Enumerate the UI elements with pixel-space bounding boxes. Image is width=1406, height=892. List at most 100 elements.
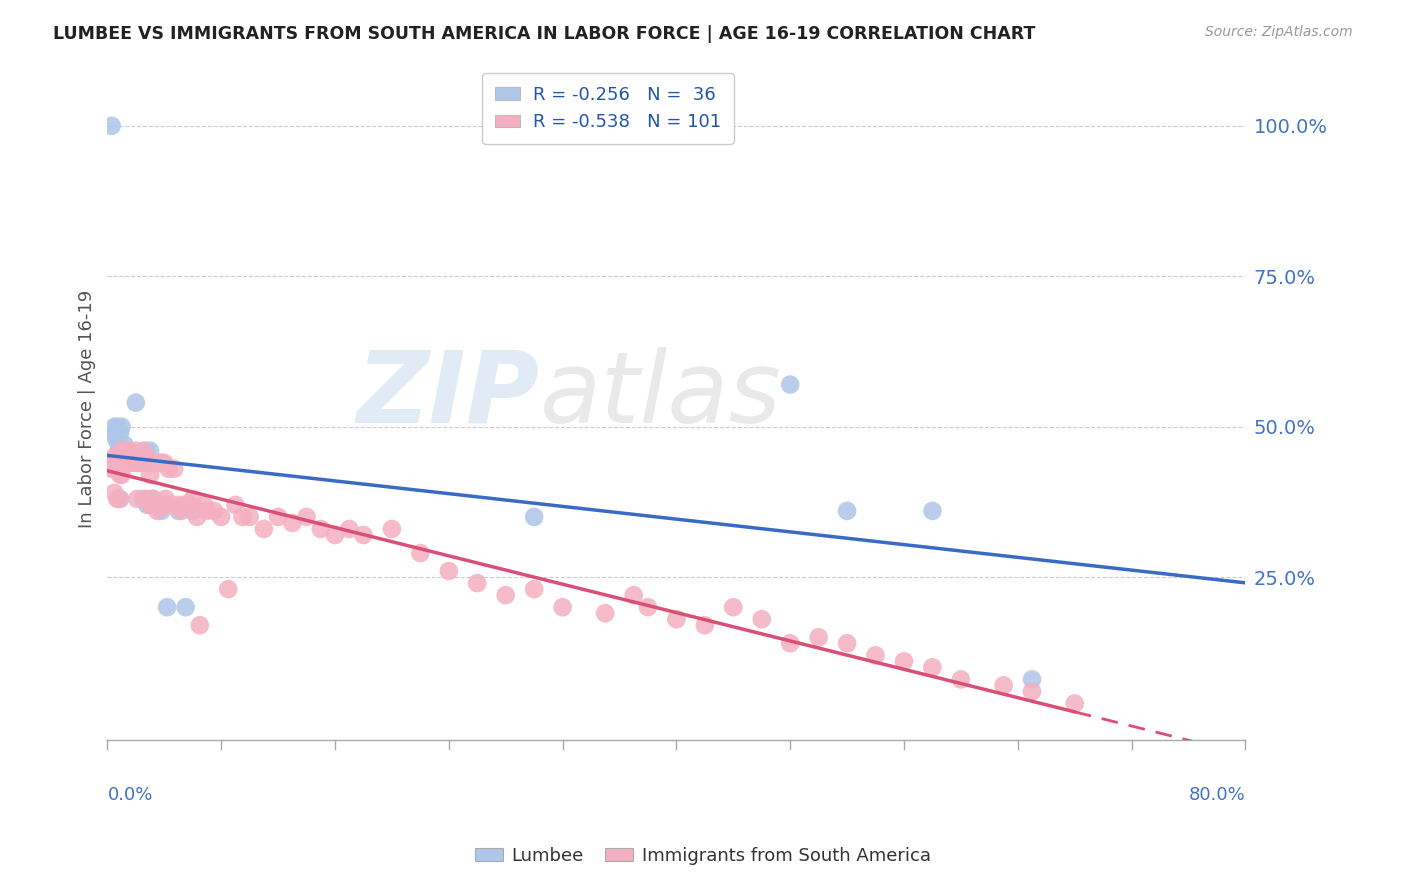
Point: [295, 510, 318, 524]
Point: [135, 450, 157, 464]
Point: [107, 456, 129, 470]
Point: [217, 582, 239, 596]
Point: [118, 456, 141, 470]
Point: [127, 491, 149, 506]
Point: [125, 450, 148, 464]
Point: [107, 491, 129, 506]
Point: [124, 456, 146, 470]
Point: [352, 528, 374, 542]
Point: [108, 425, 131, 440]
Point: [132, 456, 155, 470]
Point: [110, 443, 132, 458]
Point: [103, 450, 125, 464]
Point: [181, 491, 204, 506]
Text: LUMBEE VS IMMIGRANTS FROM SOUTH AMERICA IN LABOR FORCE | AGE 16-19 CORRELATION C: LUMBEE VS IMMIGRANTS FROM SOUTH AMERICA …: [53, 25, 1036, 43]
Point: [135, 443, 157, 458]
Point: [143, 498, 166, 512]
Point: [153, 498, 176, 512]
Point: [145, 456, 167, 470]
Point: [122, 450, 145, 464]
Point: [107, 443, 129, 458]
Point: [121, 450, 143, 464]
Point: [148, 456, 170, 470]
Point: [103, 486, 125, 500]
Point: [139, 456, 162, 470]
Point: [835, 636, 858, 650]
Point: [893, 654, 915, 668]
Point: [465, 576, 488, 591]
Point: [108, 491, 131, 506]
Point: [110, 419, 132, 434]
Point: [167, 504, 190, 518]
Point: [523, 510, 546, 524]
Point: [146, 498, 169, 512]
Point: [125, 395, 148, 409]
Point: [100, 462, 122, 476]
Point: [239, 510, 262, 524]
Point: [665, 612, 688, 626]
Point: [779, 377, 801, 392]
Point: [139, 467, 162, 482]
Point: [865, 648, 887, 663]
Point: [174, 600, 197, 615]
Point: [139, 498, 162, 512]
Point: [160, 498, 183, 512]
Point: [337, 522, 360, 536]
Point: [129, 450, 152, 464]
Point: [112, 456, 135, 470]
Point: [142, 491, 165, 506]
Legend: Lumbee, Immigrants from South America: Lumbee, Immigrants from South America: [468, 840, 938, 872]
Point: [186, 510, 208, 524]
Point: [835, 504, 858, 518]
Point: [174, 498, 197, 512]
Text: Source: ZipAtlas.com: Source: ZipAtlas.com: [1205, 25, 1353, 39]
Point: [723, 600, 745, 615]
Point: [104, 456, 127, 470]
Point: [110, 443, 132, 458]
Point: [381, 522, 404, 536]
Point: [409, 546, 432, 560]
Point: [125, 456, 148, 470]
Point: [101, 456, 124, 470]
Text: ZIP: ZIP: [357, 347, 540, 444]
Point: [153, 456, 176, 470]
Y-axis label: In Labor Force | Age 16-19: In Labor Force | Age 16-19: [79, 290, 96, 528]
Point: [179, 498, 201, 512]
Point: [157, 462, 180, 476]
Point: [114, 443, 136, 458]
Point: [693, 618, 716, 632]
Point: [108, 456, 131, 470]
Point: [132, 491, 155, 506]
Point: [751, 612, 773, 626]
Point: [115, 450, 138, 464]
Legend: R = -0.256   N =  36, R = -0.538   N = 101: R = -0.256 N = 36, R = -0.538 N = 101: [482, 73, 734, 144]
Point: [115, 443, 138, 458]
Point: [118, 443, 141, 458]
Point: [100, 119, 122, 133]
Point: [1021, 684, 1043, 698]
Point: [202, 504, 225, 518]
Point: [115, 443, 138, 458]
Point: [125, 443, 148, 458]
Text: 80.0%: 80.0%: [1188, 786, 1246, 804]
Point: [128, 456, 150, 470]
Point: [224, 498, 246, 512]
Point: [114, 438, 136, 452]
Point: [105, 419, 128, 434]
Point: [110, 450, 132, 464]
Point: [181, 504, 204, 518]
Point: [104, 432, 127, 446]
Point: [523, 582, 546, 596]
Point: [155, 491, 177, 506]
Point: [107, 438, 129, 452]
Point: [163, 462, 186, 476]
Point: [253, 522, 276, 536]
Point: [136, 491, 159, 506]
Point: [231, 510, 253, 524]
Point: [136, 498, 159, 512]
Point: [153, 498, 176, 512]
Point: [122, 450, 145, 464]
Point: [132, 456, 155, 470]
Point: [188, 618, 211, 632]
Point: [142, 491, 165, 506]
